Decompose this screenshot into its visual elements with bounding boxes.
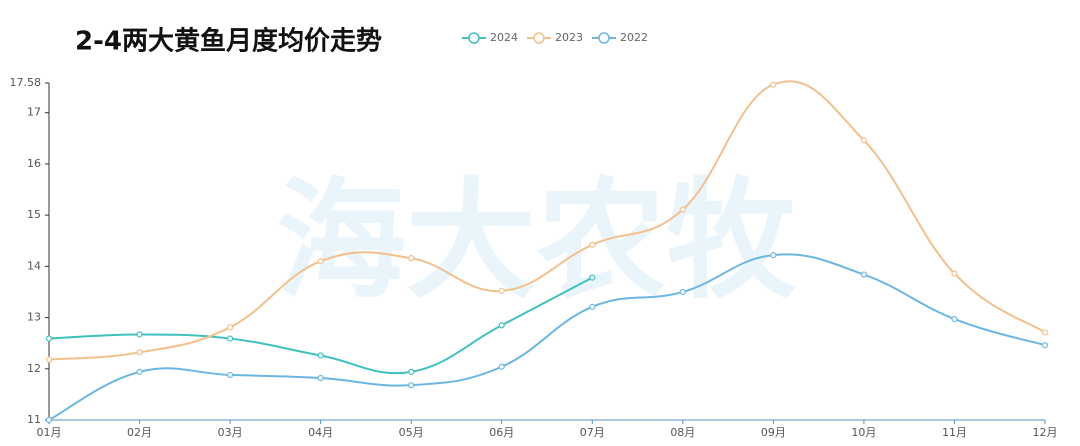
series: [45, 274, 596, 375]
point: [770, 251, 777, 259]
point: [317, 352, 324, 359]
series-line: [48, 253, 1046, 421]
point: [498, 287, 505, 295]
point: [226, 335, 234, 342]
point: [45, 356, 53, 363]
point: [136, 331, 143, 338]
legend-label: 2024: [490, 31, 518, 44]
x-tick-label: 08月: [670, 426, 695, 439]
point: [589, 241, 596, 248]
point: [136, 349, 143, 356]
point: [589, 274, 596, 281]
x-tick-label: 11月: [942, 426, 967, 439]
point: [498, 322, 505, 329]
point: [589, 303, 596, 310]
point: [679, 288, 686, 296]
x-tick-label: 02月: [127, 426, 152, 439]
point: [951, 270, 958, 277]
x-tick-label: 09月: [761, 426, 786, 439]
point: [498, 363, 505, 370]
legend-label: 2023: [555, 31, 583, 44]
x-tick-label: 01月: [37, 426, 62, 439]
x-tick-label: 04月: [308, 426, 333, 439]
point: [317, 374, 324, 382]
point: [860, 137, 868, 144]
y-tick-label: 13: [27, 311, 41, 324]
point: [136, 368, 143, 375]
point: [45, 335, 53, 342]
x-tick-label: 12月: [1033, 426, 1058, 439]
y-tick-label: 14: [27, 259, 41, 272]
y-tick-label: 12: [27, 362, 41, 375]
series: [45, 251, 1049, 424]
legend-marker: [533, 32, 545, 44]
legend-label: 2022: [620, 31, 648, 44]
chart-title: 2-4两大黄鱼月度均价走势: [75, 26, 382, 57]
series: [45, 80, 1049, 363]
point: [408, 368, 415, 375]
point: [226, 324, 234, 331]
point: [1041, 342, 1049, 349]
x-tick-label: 10月: [851, 426, 876, 439]
legend: 2024 2023 2022: [462, 31, 648, 44]
point: [951, 316, 958, 323]
y-tick-label: 17: [27, 106, 41, 119]
point: [770, 81, 777, 88]
point: [408, 255, 415, 262]
point: [679, 206, 686, 213]
point: [408, 382, 415, 389]
x-tick-label: 05月: [399, 426, 424, 439]
legend-marker: [468, 32, 480, 44]
point: [1041, 329, 1049, 336]
point: [226, 371, 234, 379]
x-tick-label: 07月: [580, 426, 605, 439]
x-tick-label: 03月: [218, 426, 243, 439]
watermark: 海大农牧: [276, 165, 797, 317]
y-tick-label: 15: [27, 208, 41, 221]
x-tick-label: 06月: [489, 426, 514, 439]
point: [860, 271, 868, 278]
point: [317, 258, 324, 265]
y-tick-label: 11: [27, 413, 41, 426]
point: [45, 416, 53, 424]
legend-marker: [598, 32, 610, 44]
y-tick-label: 16: [27, 157, 41, 170]
y-tick-label: 17.58: [10, 76, 42, 89]
